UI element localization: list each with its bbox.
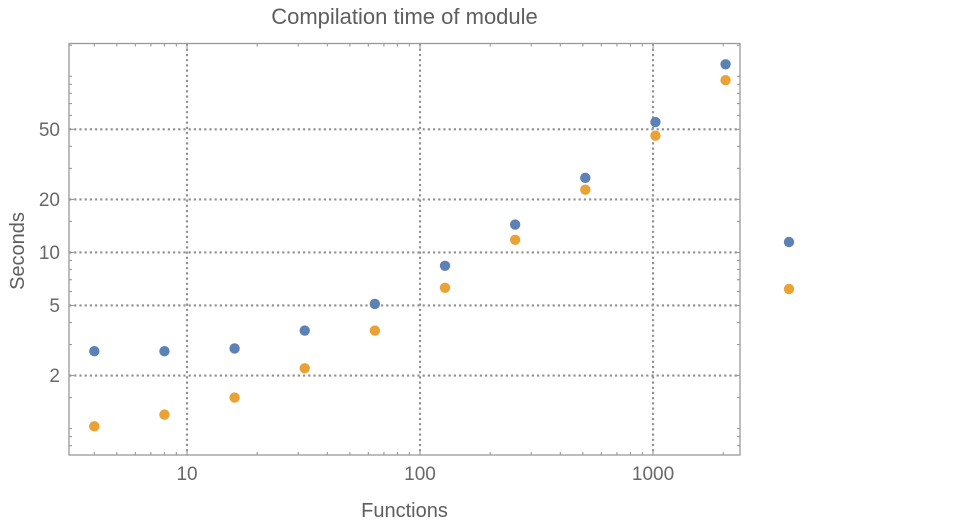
y-tick-label: 10	[39, 243, 60, 264]
data-point-series-1-blue	[229, 343, 240, 354]
data-point-series-1-blue	[299, 325, 310, 336]
data-point-series-1-blue	[650, 116, 661, 128]
data-point-series-1-blue	[439, 260, 451, 271]
data-point-series-2-orange	[509, 234, 521, 245]
data-point-series-1-blue	[720, 59, 731, 70]
data-point-series-2-orange	[159, 409, 170, 420]
y-tick-label: 20	[39, 190, 60, 211]
data-point-series-1-blue	[89, 345, 100, 357]
data-point-series-2-orange	[650, 130, 661, 141]
data-point-series-2-orange	[89, 421, 100, 432]
x-tick-label: 10	[176, 464, 197, 485]
y-tick-label: 2	[49, 366, 60, 387]
data-point-series-1-blue	[369, 298, 381, 310]
x-tick-label: 1000	[632, 464, 674, 485]
data-point-series-2-orange	[720, 75, 731, 86]
data-point-series-2-orange	[369, 325, 381, 336]
data-point-series-2-orange	[580, 184, 591, 195]
data-point-series-2-orange	[439, 282, 451, 293]
data-point-series-1-blue	[580, 172, 591, 184]
y-tick-label: 50	[39, 120, 60, 141]
chart-title: Compilation time of module	[271, 4, 538, 29]
data-point-series-1-blue	[509, 219, 521, 230]
data-point-series-2-orange	[299, 363, 310, 374]
data-point-series-2-orange	[229, 392, 240, 403]
legend-marker-series-1-blue	[783, 236, 795, 248]
y-tick-label: 5	[49, 296, 60, 317]
plot-frame	[68, 42, 741, 456]
y-axis-label: Seconds	[7, 212, 29, 290]
x-axis-label: Functions	[361, 500, 448, 522]
data-point-series-1-blue	[159, 345, 170, 357]
legend-marker-series-2-orange	[783, 283, 795, 295]
x-tick-label: 100	[404, 464, 436, 485]
